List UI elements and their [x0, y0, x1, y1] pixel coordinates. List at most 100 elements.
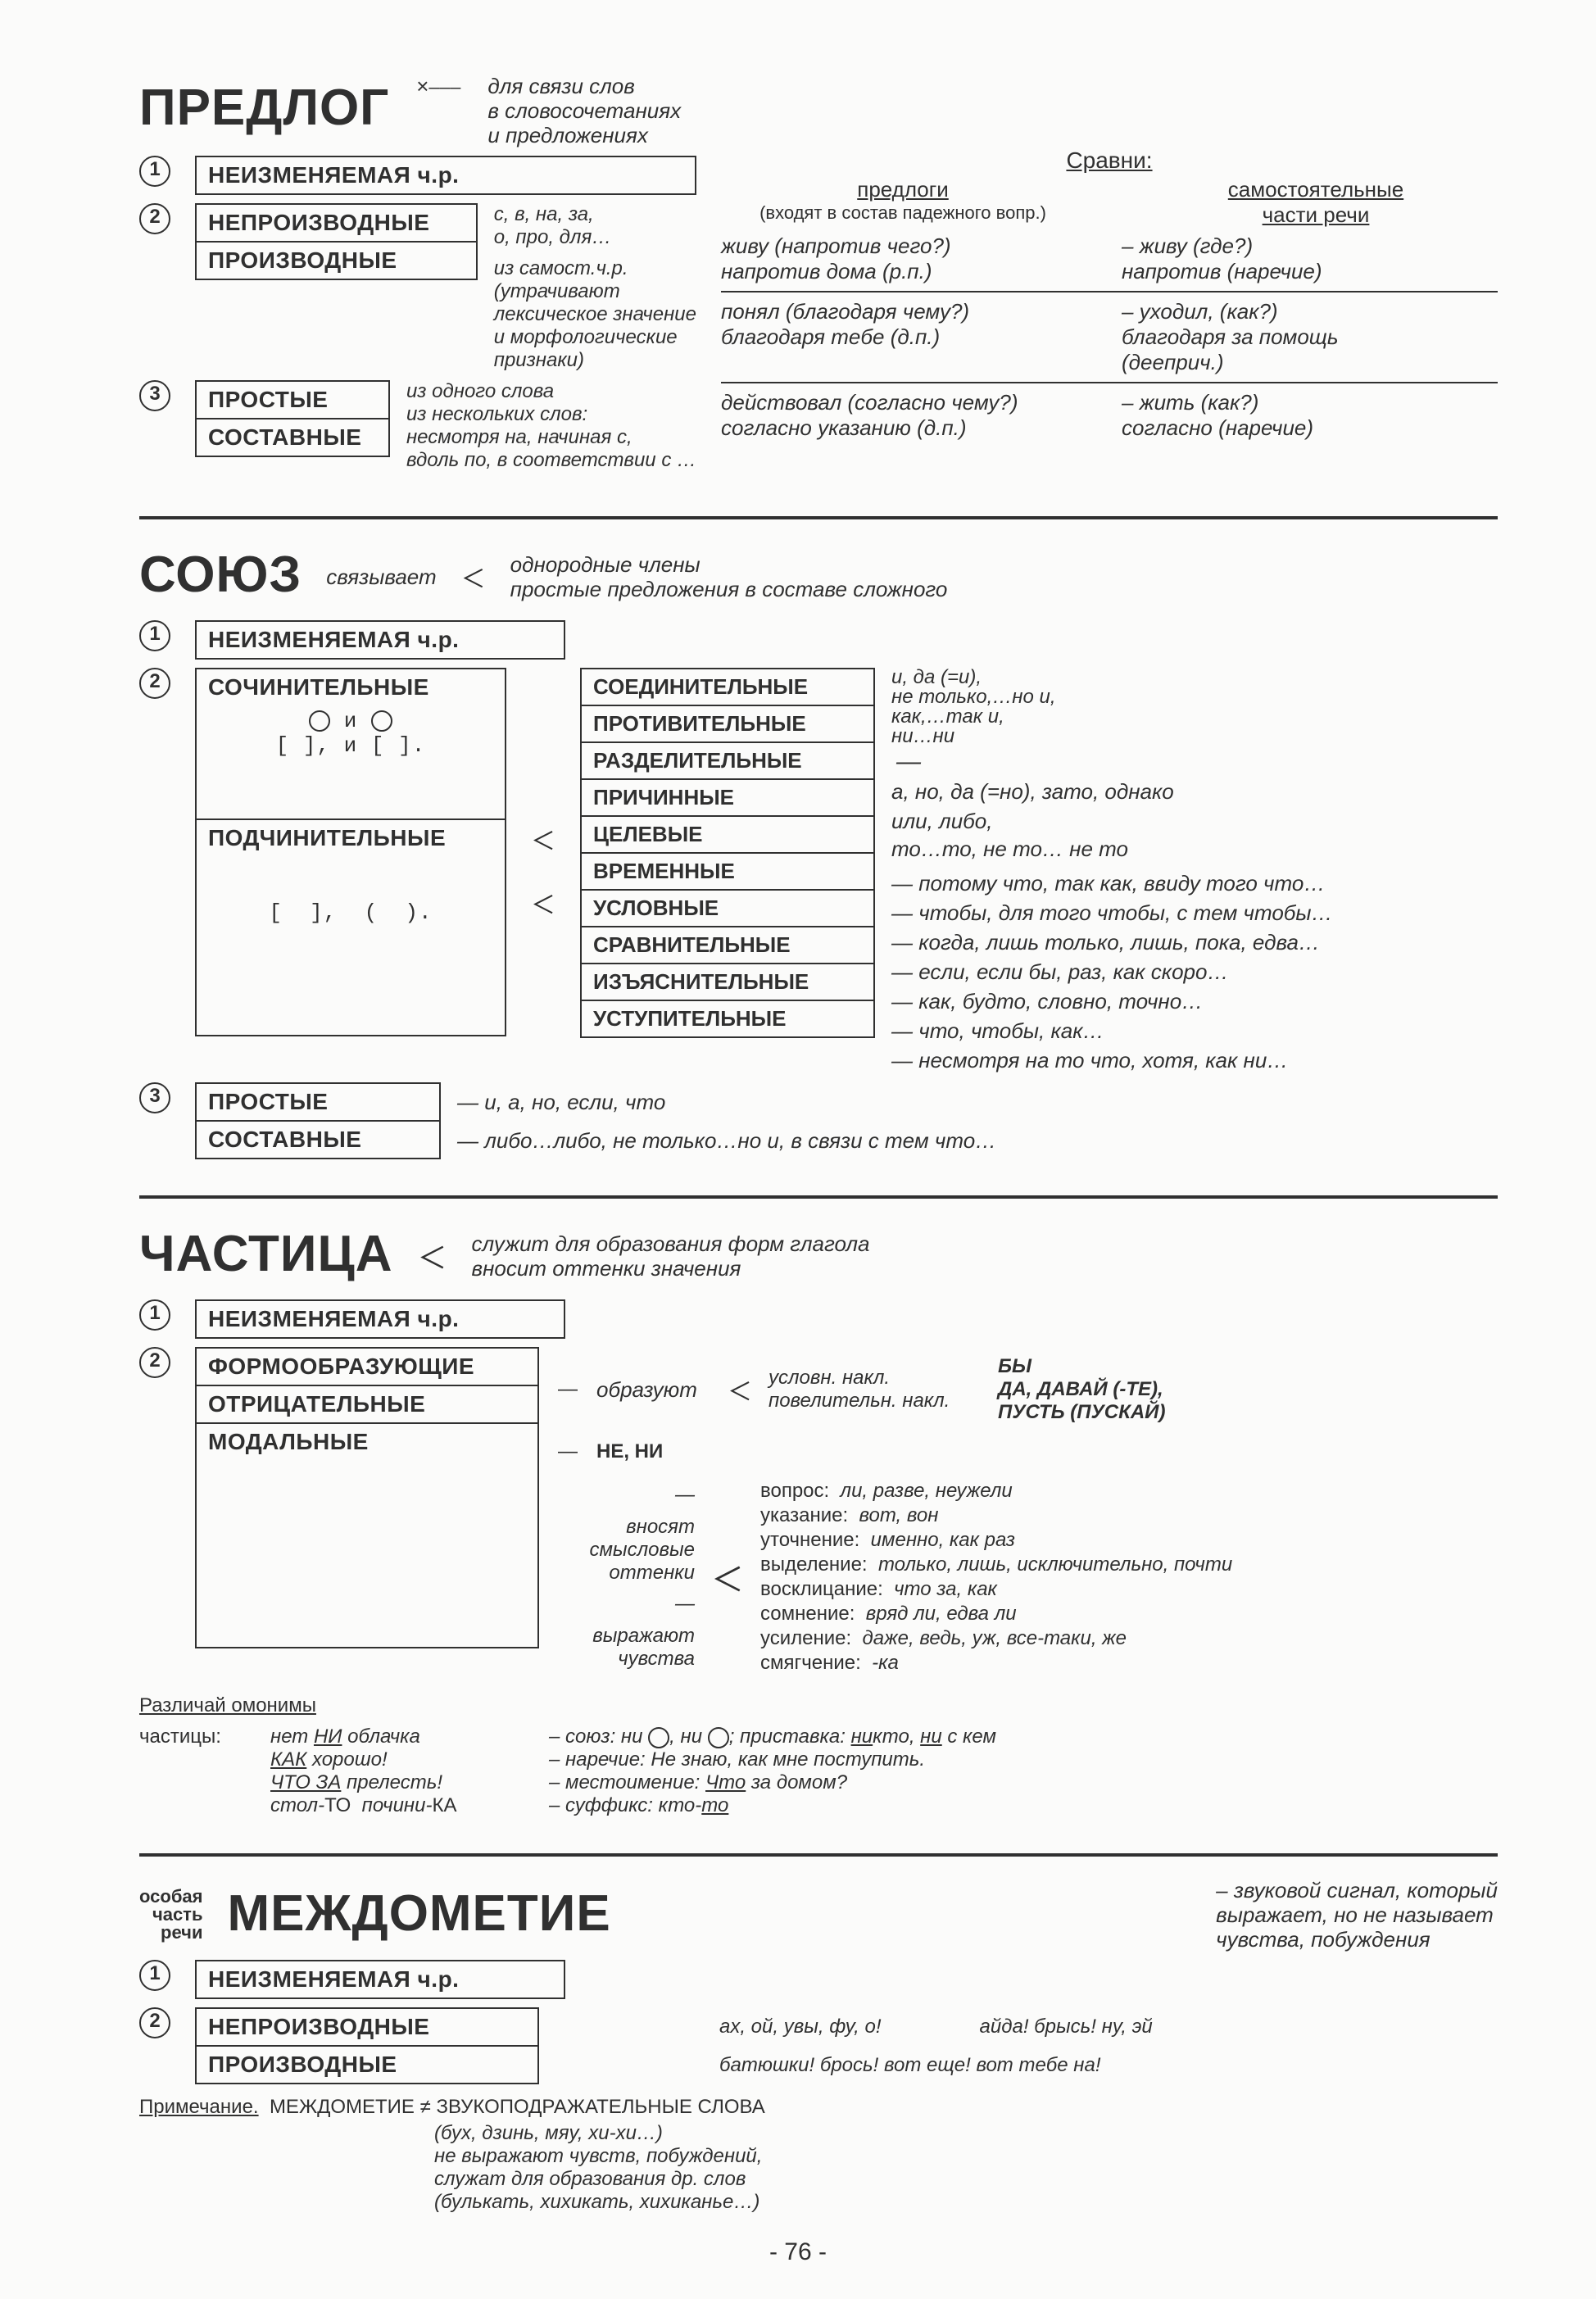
compare-head-right: самостоятельные части речи — [1134, 177, 1498, 228]
ex-sub-c: когда, лишь только, лишь, пока, едва… — [918, 930, 1320, 955]
mr6l: усиление: — [760, 1627, 851, 1649]
predlog-note-deriv: из самост.ч.р. (утрачивают лексическое з… — [494, 257, 696, 372]
homonyms-block: Различай омонимы частицы: нет НИ облачка… — [139, 1694, 1498, 1817]
mr4r: что за, как — [894, 1578, 997, 1600]
predlog-purpose: для связи слов в словосочетаниях и предл… — [487, 74, 1498, 147]
cmp-r2-l: действовал (согласно чему?) согласно ука… — [721, 390, 1097, 441]
predlog-item-3b: СОСТАВНЫЕ — [195, 419, 390, 457]
chastica-p2: вносит оттенки значения — [472, 1256, 870, 1281]
chastica-item-1: НЕИЗМЕНЯЕМАЯ ч.р. — [195, 1299, 565, 1339]
ho1: – наречие: Не знаю, как мне поступить. — [549, 1748, 1498, 1771]
neg: НЕ, НИ — [596, 1440, 663, 1463]
ex-compound: либо…либо, не только…но и, в связи с тем… — [484, 1128, 996, 1153]
page: ПРЕДЛОГ ×⎯⎯⎯ для связи слов в словосочет… — [0, 0, 1596, 2299]
ex-coord-c: или, либо, то…то, не то… не то — [891, 807, 1498, 863]
soyuz-item-3a: ПРОСТЫЕ — [195, 1082, 441, 1122]
ex-sub-b: чтобы, для того чтобы, с тем чтобы… — [918, 900, 1332, 925]
x-mark: ×⎯⎯⎯ — [414, 74, 463, 100]
compare-head-left: предлоги — [721, 177, 1085, 202]
chastica-item-2c: МОДАЛЬНЫЕ — [195, 1424, 539, 1648]
ex-sub-d: если, если бы, раз, как скоро… — [918, 959, 1228, 984]
mr3l: выделение: — [760, 1553, 868, 1576]
section-soyuz: СОЮЗ связывает ＜ однородные члены просты… — [139, 541, 1498, 1159]
predlog-compare: Сравни: предлоги (входят в состав падежн… — [721, 147, 1498, 480]
form-ea: БЫ — [998, 1355, 1498, 1378]
mezhd-title: МЕЖДОМЕТИЕ — [227, 1884, 610, 1943]
mr1l: указание: — [760, 1504, 848, 1526]
soyuz-coord-c: РАЗДЕЛИТЕЛЬНЫЕ — [580, 743, 875, 780]
mr3r: только, лишь, исключительно, почти — [878, 1553, 1232, 1576]
idx-2: 2 — [139, 203, 170, 234]
mr7r: -ка — [872, 1652, 899, 1674]
soyuz-item-2b: ПОДЧИНИТЕЛЬНЫЕ — [208, 825, 493, 851]
hp0: НИ — [314, 1725, 342, 1748]
soyuz-sub-c: ВРЕМЕННЫЕ — [580, 854, 875, 891]
mr5r: вряд ли, едва ли — [866, 1603, 1017, 1625]
soyuz-coord-b: ПРОТИВИТЕЛЬНЫЕ — [580, 706, 875, 743]
predlog-item-3a: ПРОСТЫЕ — [195, 380, 390, 419]
hp1: КАК — [270, 1748, 306, 1771]
idx-c1: 1 — [139, 1299, 170, 1331]
mr4l: восклицание: — [760, 1578, 883, 1600]
hp2: ЧТО ЗА — [270, 1771, 341, 1793]
mezhd-note-detail: (бух, дзинь, мяу, хи-хи…) не выражают чу… — [434, 2122, 1498, 2214]
soyuz-sub-e: СРАВНИТЕЛЬНЫЕ — [580, 927, 875, 964]
mezhd-item-2a: НЕПРОИЗВОДНЫЕ — [195, 2007, 539, 2047]
predlog-note-compound: из нескольких слов: несмотря на, начиная… — [406, 403, 696, 472]
soyuz-item-1: НЕИЗМЕНЯЕМАЯ ч.р. — [195, 620, 565, 660]
idx-s1: 1 — [139, 620, 170, 651]
chastica-p1: служит для образования форм глагола — [472, 1231, 870, 1256]
mr0r: ли, разве, неужели — [841, 1480, 1013, 1502]
predlog-note-simple: из одного слова — [406, 380, 696, 403]
predlog-item-2b: ПРОИЗВОДНЫЕ — [195, 243, 478, 280]
mezhd-def: – звуковой сигнал, который выражает, но … — [1216, 1878, 1498, 1952]
cmp-r0-r: – живу (где?) напротив (наречие) — [1122, 234, 1498, 284]
mezhd-ex-c: батюшки! брось! вот еще! вот тебе на! — [719, 2054, 1498, 2077]
cmp-r1-l: понял (благодаря чему?) благодаря тебе (… — [721, 299, 1097, 375]
soyuz-purpose2: простые предложения в составе сложного — [510, 577, 948, 601]
predlog-item-1: НЕИЗМЕНЯЕМАЯ ч.р. — [195, 156, 696, 195]
form-lead: образуют — [596, 1377, 711, 1402]
idx-s3: 3 — [139, 1082, 170, 1113]
mr1r: вот, вон — [859, 1504, 938, 1526]
soyuz-sub-g: УСТУПИТЕЛЬНЫЕ — [580, 1001, 875, 1038]
soyuz-links: связывает — [326, 565, 436, 589]
cmp-r2-r: – жить (как?) согласно (наречие) — [1122, 390, 1498, 441]
mezhd-ex-b: айда! брысь! ну, эй — [980, 2016, 1153, 2038]
idx-s2: 2 — [139, 668, 170, 699]
idx-3: 3 — [139, 380, 170, 411]
section-chastica: ЧАСТИЦА ＜ служит для образования форм гл… — [139, 1220, 1498, 1817]
mr2l: уточнение: — [760, 1529, 859, 1551]
ex-sub-f: что, чтобы, как… — [918, 1018, 1104, 1043]
ex-coord-b: а, но, да (=но), зато, однако — [891, 778, 1498, 805]
soyuz-sub-d: УСЛОВНЫЕ — [580, 891, 875, 927]
idx-1: 1 — [139, 156, 170, 187]
form-lb: повелительн. накл. — [769, 1390, 982, 1413]
soyuz-item-2a: СОЧИНИТЕЛЬНЫЕ — [208, 674, 493, 701]
mezhd-item-1: НЕИЗМЕНЯЕМАЯ ч.р. — [195, 1960, 565, 1999]
soyuz-item-3b: СОСТАВНЫЕ — [195, 1122, 441, 1159]
chastica-item-2a: ФОРМООБРАЗУЮЩИЕ — [195, 1347, 539, 1386]
modal-lead2: выражают чувства — [555, 1625, 695, 1671]
idx-c2: 2 — [139, 1347, 170, 1378]
mr6r: даже, ведь, уж, все-таки, же — [863, 1627, 1127, 1649]
form-eb: ДА, ДАВАЙ (-ТЕ), ПУСТЬ (ПУСКАЙ) — [998, 1378, 1498, 1424]
mezhd-ex-a: ах, ой, увы, фу, о! — [719, 2016, 882, 2038]
connectors: ＜＜ — [523, 668, 564, 1074]
idx-m2: 2 — [139, 2007, 170, 2038]
soyuz-sub-b: ЦЕЛЕВЫЕ — [580, 817, 875, 854]
page-number: - 76 - — [0, 2238, 1596, 2266]
ex-sub-e: как, будто, словно, точно… — [918, 989, 1203, 1013]
predlog-left: 1 НЕИЗМЕНЯЕМАЯ ч.р. 2 НЕПРОИЗВОДНЫЕ ПРОИ… — [139, 147, 696, 480]
soyuz-title: СОЮЗ — [139, 546, 302, 604]
soyuz-coord-a: СОЕДИНИТЕЛЬНЫЕ — [580, 668, 875, 706]
mr5l: сомнение: — [760, 1603, 855, 1625]
form-la: условн. накл. — [769, 1367, 982, 1390]
mr7l: смягчение: — [760, 1652, 861, 1674]
soyuz-purpose1: однородные члены — [510, 552, 948, 577]
predlog-note-nonderiv: с, в, на, за, о, про, для… — [494, 203, 696, 249]
ex-coord-a: и, да (=и), не только,…но и, как,…так и,… — [891, 668, 1498, 746]
predlog-title: ПРЕДЛОГ — [139, 79, 389, 137]
idx-m1: 1 — [139, 1960, 170, 1991]
modal-lead1: вносят смысловые оттенки — [555, 1516, 695, 1585]
